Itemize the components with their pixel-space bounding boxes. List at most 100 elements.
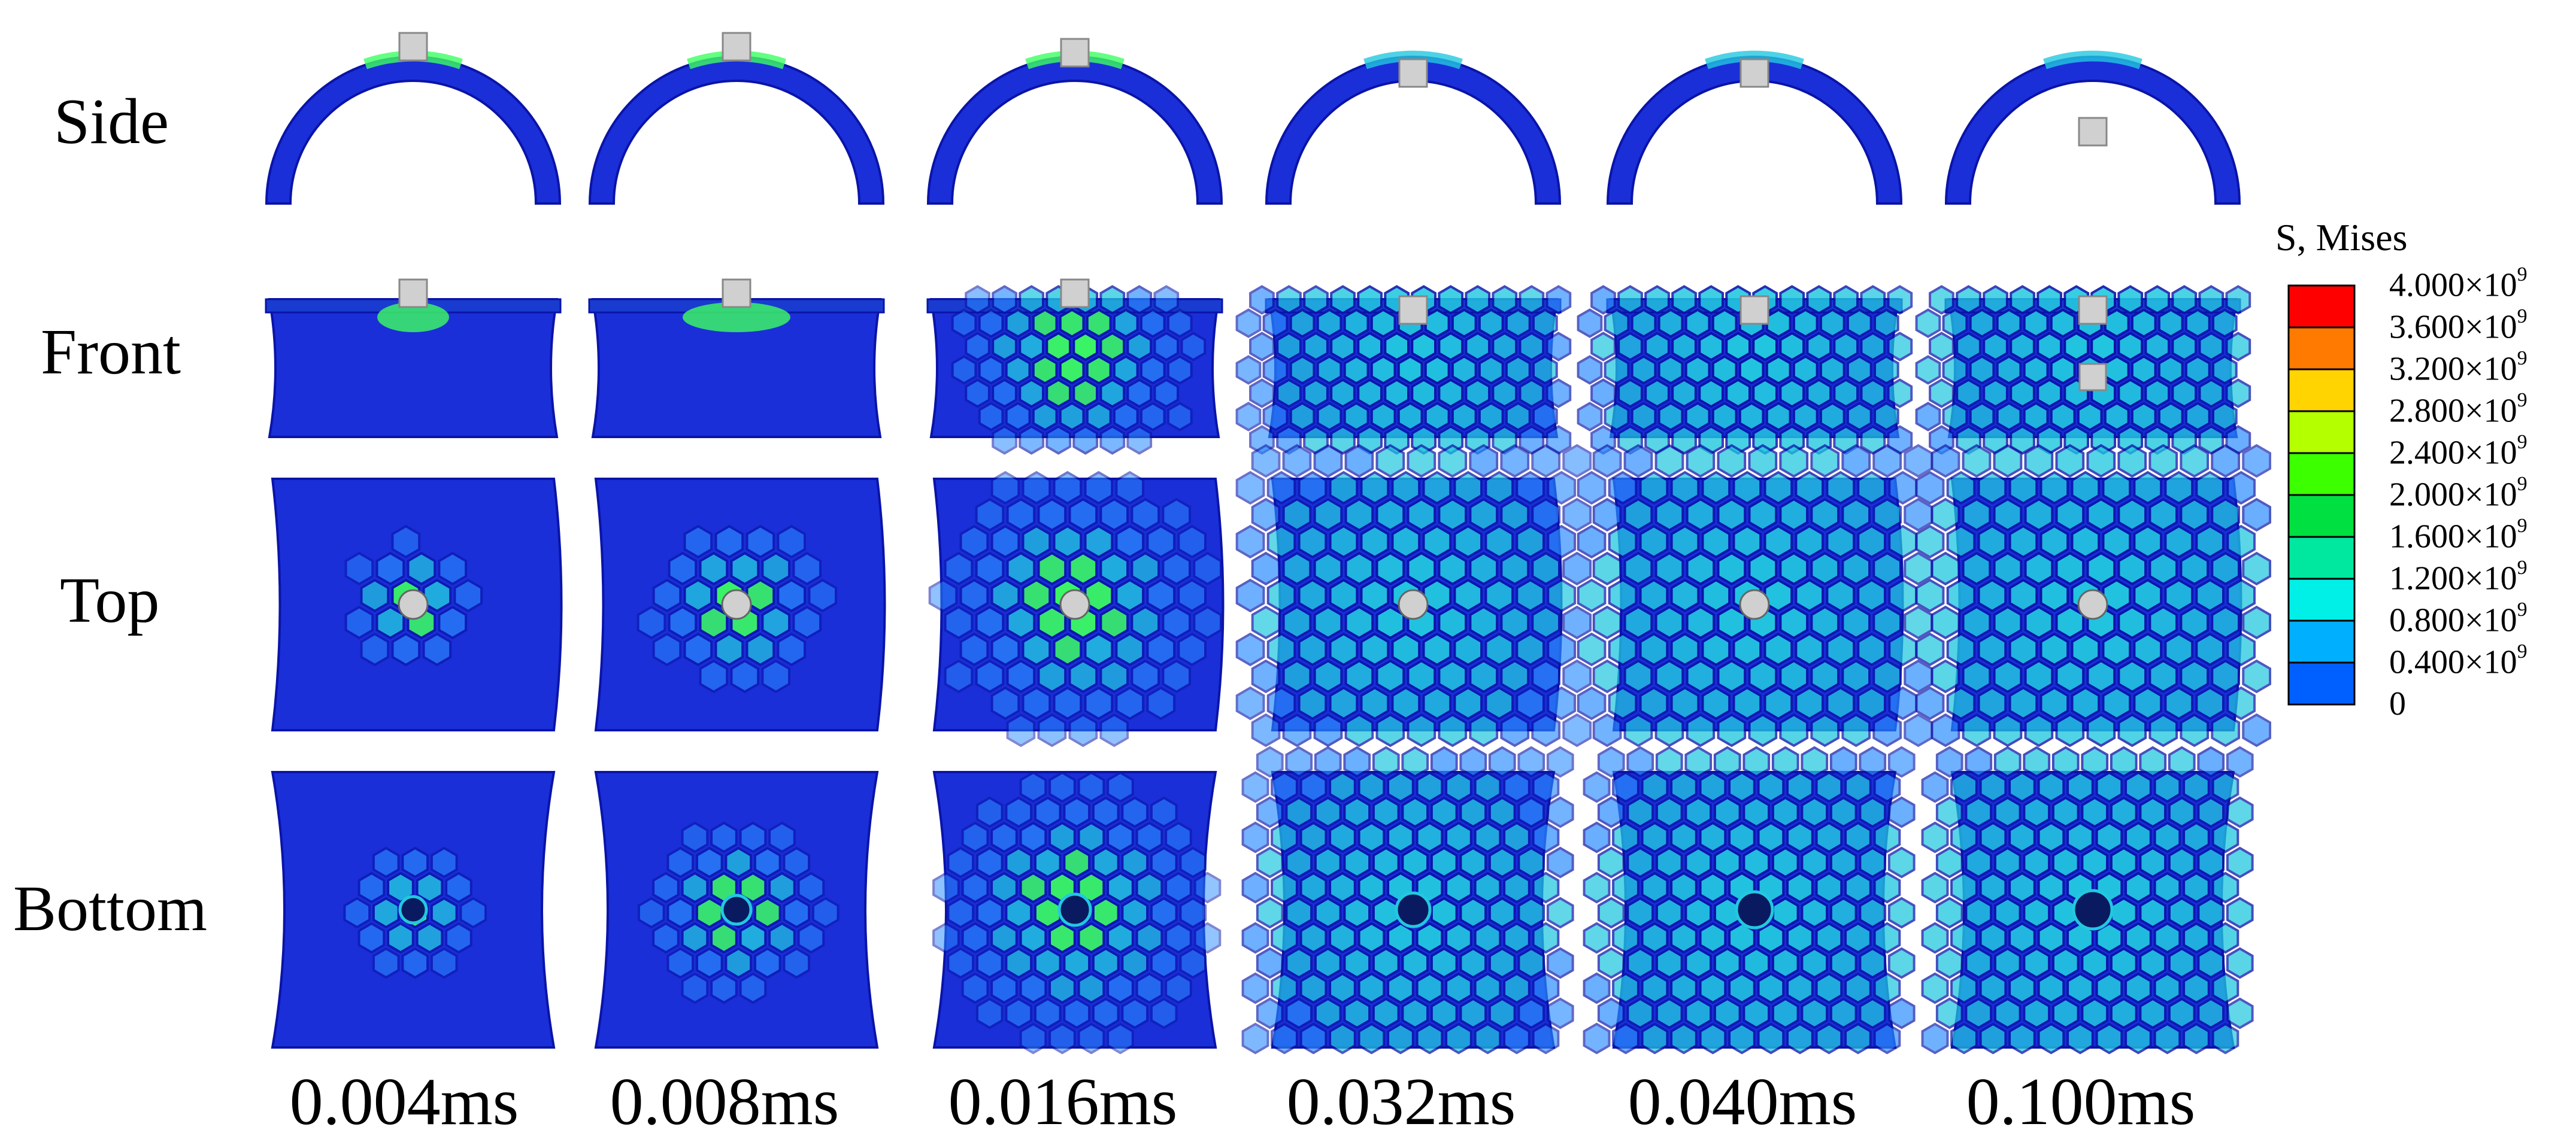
stress-cell [1942,402,1968,432]
top-view-panel [1577,444,1933,748]
stress-cell [2168,897,2196,929]
stress-cell [944,551,974,586]
stress-cell [1742,796,1771,828]
stress-cell [1343,846,1371,879]
legend-swatch [2287,494,2356,538]
impact-damage [398,895,428,925]
stress-cell [1779,713,1809,748]
stress-cell [1915,524,1945,559]
stress-cell [422,632,452,667]
stress-cell [1711,355,1738,385]
stress-cell [1969,308,1995,338]
stress-cell [1962,605,1992,640]
stress-cell [1416,972,1444,1004]
stress-cell [1488,846,1516,879]
stress-cell [2180,551,2210,586]
stress-cell [1034,997,1062,1029]
stress-cell [1077,922,1105,954]
stress-cell [1904,551,1933,586]
stress-cell [1401,846,1429,879]
legend-tick-label: 3.600×109 [2389,305,2527,346]
stress-cell [951,308,977,338]
stress-cell [1801,796,1829,828]
stress-cell [1950,871,1978,904]
stress-cell [1241,871,1269,904]
stress-cell [1713,947,1741,979]
stress-cell [1005,355,1031,385]
stress-cell [2195,632,2225,667]
stress-cell [2197,746,2225,778]
stress-cell [2095,972,2123,1004]
stress-cell [1285,947,1313,979]
impactor [722,32,751,62]
stress-cell [1644,378,1670,408]
stress-cell [1950,922,1978,954]
bottom-view-panel [271,771,556,1049]
stress-cell [965,378,990,408]
stress-cell [1626,947,1654,979]
stress-cell [1904,497,1933,532]
stress-cell [1597,997,1625,1029]
stress-cell [2242,551,2271,586]
stress-cell [1795,632,1825,667]
stress-cell [1235,355,1262,385]
stress-cell [1670,686,1700,721]
stress-cell [1993,497,2023,532]
stress-cell [739,871,767,904]
stress-cell [1545,378,1572,408]
stress-cell [1887,796,1916,828]
stress-cell [2183,1022,2210,1055]
stress-cell [1732,632,1762,667]
stress-cell [1357,972,1386,1004]
impact-damage [720,894,753,926]
stress-cell [990,578,1020,613]
stress-cell [745,578,775,613]
stress-cell [1084,578,1114,613]
stress-cell [761,551,791,586]
stress-cell [1053,524,1083,559]
stress-cell [1639,470,1669,505]
stress-cell [1545,285,1572,315]
stress-cell [975,897,1004,929]
stress-cell [1303,378,1329,408]
stress-cell [2133,686,2163,721]
stress-cell [1177,632,1207,667]
stress-cell [1299,771,1328,803]
stress-cell [1032,355,1058,385]
stress-cell [681,972,709,1004]
stress-cell [637,897,665,929]
impactor [1398,589,1429,620]
stress-cell [1314,947,1342,979]
stress-cell [1484,470,1514,505]
stress-cell [1965,947,1993,979]
stress-cell [1617,378,1643,408]
stress-cell [2050,402,2076,432]
stress-cell [1546,796,1574,828]
stress-cell [391,524,421,559]
stress-cell [1516,578,1545,613]
stress-cell [2133,470,2163,505]
stress-cell [1453,632,1483,667]
stress-cell [1068,659,1098,694]
stress-cell [1904,444,1933,478]
stress-cell [1532,771,1560,803]
stress-cell [1612,1022,1639,1055]
stress-cell [1763,686,1793,721]
legend-colorbar [2287,284,2356,706]
top-view-panel [1235,444,1592,748]
stress-cell [1639,578,1669,613]
stress-cell [1407,444,1437,478]
stress-cell [928,578,958,613]
stress-cell [1771,947,1799,979]
stress-cell [992,425,1017,455]
stress-cell [1037,659,1067,694]
stress-cell [2024,659,2054,694]
legend-tick-label: 0.400×109 [2389,640,2527,681]
stress-cell [753,947,781,979]
stress-cell [2197,846,2225,879]
stress-cell [1249,332,1275,362]
stress-cell [1387,922,1414,954]
stress-cell [1022,524,1051,559]
stress-cell [2036,332,2062,362]
